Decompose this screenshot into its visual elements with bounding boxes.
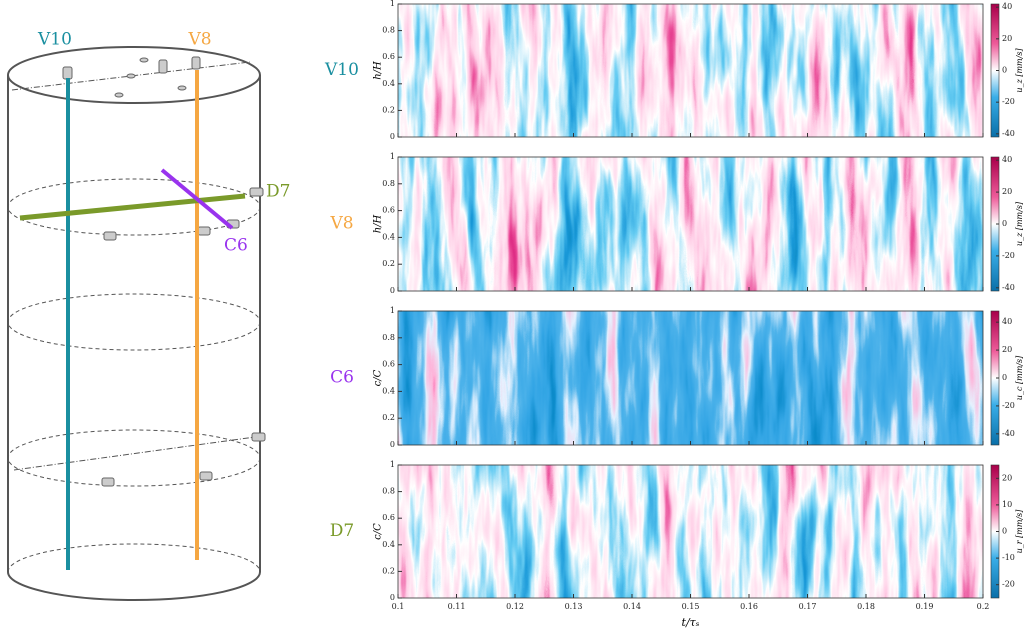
x-tick-label: 0.1: [392, 602, 405, 611]
x-tick-label: 0.18: [857, 602, 875, 611]
x-tick-label: 0.11: [448, 602, 466, 611]
colorbar-tick-label: 40: [1002, 317, 1012, 326]
colorbar-tick-label: 0: [1002, 527, 1007, 536]
row-label: V8: [329, 214, 353, 234]
x-tick-label: 0.2: [977, 602, 990, 611]
colorbar-label: u_r [mm/s]: [1015, 509, 1024, 554]
x-tick-label: 0.15: [682, 602, 700, 611]
y-tick-label: 0.8: [382, 179, 395, 188]
y-axis-label: c/C: [373, 369, 384, 386]
heatmap-field: [398, 311, 983, 445]
heatmap-field: [398, 4, 983, 137]
diagram-label: C6: [224, 236, 248, 256]
colorbar-tick-label: 40: [1002, 2, 1012, 11]
y-tick-label: 0: [390, 132, 395, 141]
x-tick-label: 0.19: [916, 602, 934, 611]
colorbar-tick-label: -20: [1002, 401, 1015, 410]
colorbar-tick-label: -20: [1002, 251, 1015, 260]
diagram-label: V8: [187, 30, 211, 50]
colorbar-tick-label: 0: [1002, 373, 1007, 382]
colorbar-tick-label: -10: [1002, 553, 1015, 562]
x-tick-label: 0.16: [740, 602, 758, 611]
colorbar-tick-label: 20: [1002, 187, 1012, 196]
heatmap-field: [398, 157, 983, 291]
y-tick-label: 0.8: [382, 333, 395, 342]
colorbar-tick-label: -20: [1002, 97, 1015, 106]
x-tick-label: 0.14: [623, 602, 641, 611]
row-label: D7: [330, 521, 354, 541]
y-tick-label: 1: [390, 306, 395, 315]
colorbar-tick-label: -40: [1002, 283, 1015, 292]
y-tick-label: 0.2: [382, 413, 395, 422]
y-tick-label: 0.6: [382, 360, 395, 369]
y-tick-label: 0.8: [382, 487, 395, 496]
colorbar-label: u_z [mm/s]: [1015, 201, 1024, 246]
y-tick-label: 1: [390, 152, 395, 161]
x-tick-label: 0.12: [506, 602, 524, 611]
y-tick-label: 0.4: [382, 386, 395, 395]
colorbar-tick-label: 20: [1002, 345, 1012, 354]
y-tick-label: 1: [390, 0, 395, 8]
diagram-label: V10: [37, 30, 72, 50]
y-tick-label: 0.2: [382, 105, 395, 114]
x-tick-label: 0.17: [799, 602, 817, 611]
y-tick-label: 0.8: [382, 26, 395, 35]
x-axis-label: t/τₛ: [682, 616, 700, 629]
x-tick-label: 0.13: [565, 602, 583, 611]
y-tick-label: 0.4: [382, 232, 395, 241]
colorbar-tick-label: -20: [1002, 580, 1015, 589]
colorbar-label: u_z [mm/s]: [1015, 48, 1024, 93]
colorbar-tick-label: 20: [1002, 34, 1012, 43]
colorbar-tick-label: -40: [1002, 429, 1015, 438]
y-axis-label: h/H: [373, 61, 384, 80]
y-tick-label: 0: [390, 286, 395, 295]
row-label: C6: [330, 368, 354, 388]
colorbar-tick-label: 0: [1002, 66, 1007, 75]
heatmap-field: [398, 465, 983, 598]
cylinder-diagram: [7, 46, 266, 601]
y-tick-label: 0.2: [382, 259, 395, 268]
y-tick-label: 0: [390, 440, 395, 449]
y-tick-label: 0.4: [382, 79, 395, 88]
y-axis-label: c/C: [373, 523, 384, 540]
colorbar-tick-label: 0: [1002, 219, 1007, 228]
colorbar-label: u_c [mm/s]: [1015, 355, 1024, 400]
colorbar-tick-label: 40: [1002, 155, 1012, 164]
colorbar-tick-label: 20: [1002, 473, 1012, 482]
y-tick-label: 0.2: [382, 566, 395, 575]
y-tick-label: 0.6: [382, 206, 395, 215]
colorbar-tick-label: -40: [1002, 129, 1015, 138]
colorbar-tick-label: 10: [1002, 500, 1012, 509]
y-tick-label: 0.6: [382, 513, 395, 522]
diagram-label: D7: [266, 182, 290, 202]
y-tick-label: 0.4: [382, 540, 395, 549]
y-tick-label: 1: [390, 460, 395, 469]
y-tick-label: 0.6: [382, 52, 395, 61]
y-tick-label: 0: [390, 593, 395, 602]
y-axis-label: h/H: [373, 214, 384, 233]
row-label: V10: [324, 60, 359, 80]
